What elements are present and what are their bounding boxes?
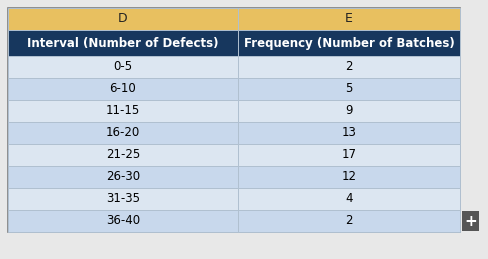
Bar: [8, 122, 238, 144]
Text: E: E: [345, 12, 353, 25]
Bar: [238, 144, 460, 166]
Bar: [8, 188, 238, 210]
Bar: [8, 78, 238, 100]
Text: 2: 2: [345, 61, 353, 74]
Bar: [8, 100, 238, 122]
Text: 9: 9: [345, 104, 353, 118]
Bar: [238, 122, 460, 144]
Text: Interval (Number of Defects): Interval (Number of Defects): [27, 37, 219, 49]
Text: 16-20: 16-20: [106, 126, 140, 140]
Bar: [238, 30, 460, 56]
Bar: [238, 188, 460, 210]
Bar: [8, 144, 238, 166]
Bar: [238, 100, 460, 122]
Text: 13: 13: [342, 126, 356, 140]
Bar: [8, 8, 460, 232]
Text: D: D: [118, 12, 128, 25]
Bar: [238, 210, 460, 232]
Bar: [8, 8, 238, 30]
Text: 6-10: 6-10: [110, 83, 136, 96]
Text: 26-30: 26-30: [106, 170, 140, 183]
Bar: [238, 166, 460, 188]
Text: 17: 17: [342, 148, 357, 162]
Bar: [8, 210, 238, 232]
Bar: [8, 166, 238, 188]
Text: 31-35: 31-35: [106, 192, 140, 205]
Text: 11-15: 11-15: [106, 104, 140, 118]
Bar: [238, 56, 460, 78]
Bar: [238, 78, 460, 100]
Bar: [238, 8, 460, 30]
Text: 5: 5: [346, 83, 353, 96]
Bar: [8, 56, 238, 78]
Text: 21-25: 21-25: [106, 148, 140, 162]
Text: +: +: [464, 213, 477, 228]
Text: Frequency (Number of Batches): Frequency (Number of Batches): [244, 37, 454, 49]
Text: 12: 12: [342, 170, 357, 183]
Text: 36-40: 36-40: [106, 214, 140, 227]
Text: 4: 4: [345, 192, 353, 205]
Text: 0-5: 0-5: [113, 61, 133, 74]
Bar: [8, 30, 238, 56]
Text: 2: 2: [345, 214, 353, 227]
